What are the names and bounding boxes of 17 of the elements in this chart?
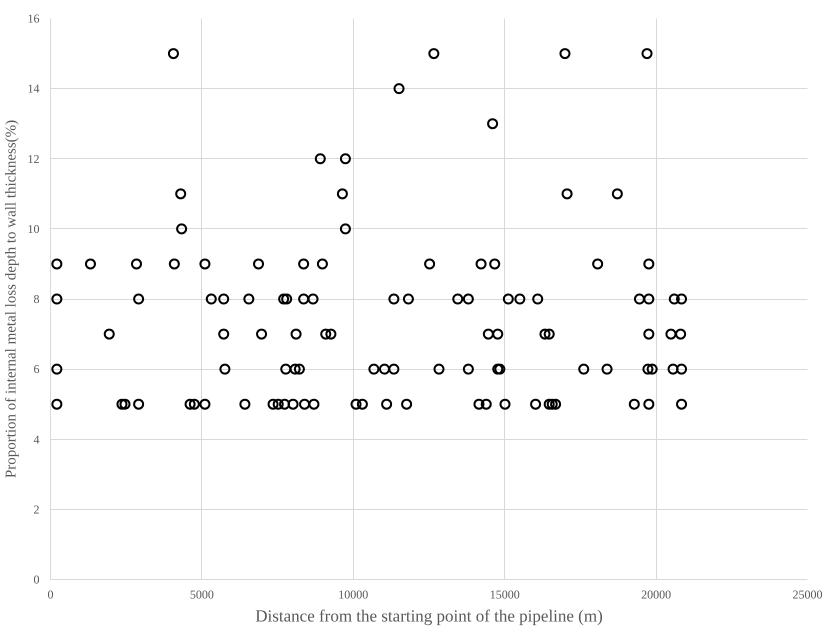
x-tick-label: 15000: [490, 588, 520, 602]
y-tick-label: 10: [28, 222, 40, 236]
x-tick-label: 25000: [792, 588, 822, 602]
y-tick-label: 2: [34, 502, 40, 516]
y-tick-label: 14: [28, 82, 40, 96]
x-tick-label: 5000: [190, 588, 214, 602]
y-tick-label: 0: [34, 572, 40, 586]
y-tick-label: 8: [34, 292, 40, 306]
x-tick-label: 10000: [338, 588, 368, 602]
y-tick-label: 16: [28, 12, 40, 26]
y-tick-label: 6: [34, 362, 40, 376]
x-axis-title: Distance from the starting point of the pipeline (m): [255, 606, 603, 626]
x-tick-label: 20000: [641, 588, 672, 602]
y-axis-title: Proportion of internal metal loss depth to wall thickness(%): [4, 120, 20, 478]
y-tick-label: 4: [34, 432, 40, 446]
x-tick-label: 0: [48, 588, 54, 602]
y-tick-label: 12: [28, 152, 40, 166]
